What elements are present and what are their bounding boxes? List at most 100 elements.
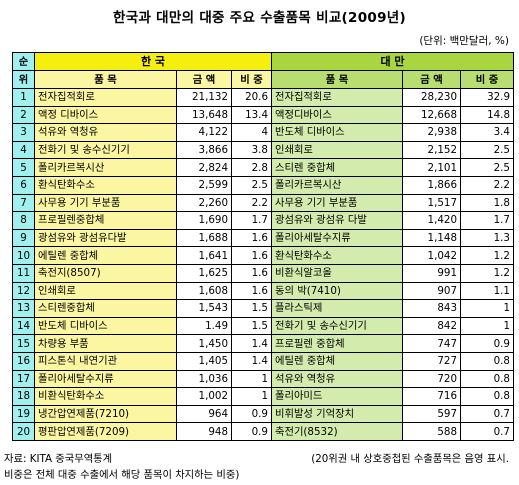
table-row: 12 인쇄회로 1,608 1.6 동의 박(7410) 907 1.1 <box>12 281 514 301</box>
tw-amount-header: 금 액 <box>402 70 461 89</box>
kr-share-cell: 1 <box>231 387 272 406</box>
tw-share-cell: 2.5 <box>460 158 514 177</box>
table-row: 9 광섬유와 광섬유다발 1,688 1.6 폴리아세탈수지류 1,148 1.3 <box>12 228 514 248</box>
kr-share-cell: 2.2 <box>231 193 272 213</box>
table-row: 11 축전지(8507) 1,625 1.6 비환식알코올 991 1.2 <box>12 263 514 283</box>
tw-item-cell: 스티렌 중합체 <box>271 158 403 177</box>
kr-amount-cell: 3,866 <box>176 140 232 160</box>
page-title: 한국과 대만의 대중 주요 수출품목 비교(2009년) <box>113 10 406 26</box>
tw-amount-cell: 12,668 <box>402 105 461 125</box>
tw-share-cell: 1.3 <box>460 228 514 248</box>
rank-cell: 13 <box>12 299 35 318</box>
kr-share-cell: 0.9 <box>231 422 272 441</box>
tw-amount-cell: 1,517 <box>402 193 461 213</box>
tw-amount-cell: 720 <box>402 369 461 389</box>
tw-item-cell: 폴리아세탈수지류 <box>271 228 403 248</box>
kr-item-cell: 냉간압연제품(7210) <box>34 404 177 424</box>
kr-item-cell: 광섬유와 광섬유다발 <box>34 228 177 248</box>
kr-share-cell: 1.5 <box>231 299 272 318</box>
kr-amount-cell: 1.49 <box>176 316 232 336</box>
tw-share-cell: 1.2 <box>460 246 514 265</box>
kr-amount-cell: 1,036 <box>176 369 232 389</box>
rank-cell: 6 <box>12 175 35 195</box>
tw-amount-cell: 1,866 <box>402 175 461 195</box>
tw-amount-cell: 2,938 <box>402 123 461 142</box>
tw-item-cell: 플라스틱제 <box>271 299 403 318</box>
kr-share-cell: 1 <box>231 369 272 389</box>
kr-share-cell: 1.6 <box>231 263 272 283</box>
tw-item-cell: 반도체 디바이스 <box>271 123 403 142</box>
kr-share-cell: 1.6 <box>231 281 272 301</box>
tw-amount-cell: 2,152 <box>402 140 461 160</box>
kr-share-cell: 20.6 <box>231 88 272 107</box>
tw-amount-cell: 28,230 <box>402 88 461 107</box>
kr-amount-cell: 1,688 <box>176 228 232 248</box>
rank-cell: 7 <box>12 193 35 213</box>
tw-share-cell: 1 <box>460 316 514 336</box>
table-row: 18 비환식탄화수소 1,002 1 폴리아미드 716 0.8 <box>12 387 514 406</box>
tw-share-cell: 0.7 <box>460 404 514 424</box>
shading-note: (20위권 내 상호중첩된 수출품목은 음영 표시. <box>311 453 509 465</box>
tw-share-cell: 32.9 <box>460 88 514 107</box>
share-definition-note: 비중은 전체 대중 수출에서 해당 품목이 차지하는 비중) <box>4 469 240 481</box>
tw-item-cell: 축전기(8532) <box>271 422 403 441</box>
kr-share-cell: 1.6 <box>231 246 272 265</box>
kr-item-cell: 피스톤식 내연기관 <box>34 351 177 371</box>
tw-share-cell: 0.8 <box>460 351 514 371</box>
tw-share-cell: 1.7 <box>460 211 514 230</box>
tw-share-header: 비 중 <box>460 70 514 89</box>
kr-share-cell: 4 <box>231 123 272 142</box>
kr-item-cell: 평판압연제품(7209) <box>34 422 177 441</box>
tw-item-cell: 환식탄화수소 <box>271 246 403 265</box>
kr-item-cell: 석유와 역청유 <box>34 123 177 142</box>
rank-cell: 4 <box>12 140 35 160</box>
tw-item-cell: 전자집적회로 <box>271 88 403 107</box>
taiwan-header: 대 만 <box>271 52 514 71</box>
kr-item-cell: 스티렌중합체 <box>34 299 177 318</box>
unit-label: (단위: 백만달러, %) <box>419 35 509 47</box>
kr-amount-cell: 2,599 <box>176 175 232 195</box>
tw-item-cell: 프로필렌 중합체 <box>271 334 403 353</box>
table-row: 7 사무용 기기 부분품 2,260 2.2 사무용 기기 부분품 1,517 1.8 <box>12 193 514 213</box>
kr-item-cell: 차량용 부품 <box>34 334 177 353</box>
tw-share-cell: 1.8 <box>460 193 514 213</box>
tw-share-cell: 1 <box>460 299 514 318</box>
rank-cell: 3 <box>12 123 35 142</box>
table-row: 20 평판압연제품(7209) 948 0.9 축전기(8532) 588 0.7 <box>12 422 514 441</box>
kr-share-cell: 1.7 <box>231 211 272 230</box>
tw-amount-cell: 907 <box>402 281 461 301</box>
rank-cell: 20 <box>12 422 35 441</box>
tw-item-header: 품 목 <box>271 70 403 89</box>
tw-amount-cell: 1,148 <box>402 228 461 248</box>
kr-amount-cell: 1,543 <box>176 299 232 318</box>
tw-item-cell: 사무용 기기 부분품 <box>271 193 403 213</box>
tw-amount-cell: 843 <box>402 299 461 318</box>
kr-share-cell: 1.5 <box>231 316 272 336</box>
kr-amount-cell: 1,641 <box>176 246 232 265</box>
kr-amount-header: 금 액 <box>176 70 232 89</box>
tw-amount-cell: 991 <box>402 263 461 283</box>
rank-cell: 19 <box>12 404 35 424</box>
kr-item-cell: 에틸렌 중합체 <box>34 246 177 265</box>
kr-share-cell: 2.8 <box>231 158 272 177</box>
tw-share-cell: 1.1 <box>460 281 514 301</box>
table-row: 19 냉간압연제품(7210) 964 0.9 비휘발성 기억장치 597 0.7 <box>12 404 514 424</box>
header-row-columns: 위 품 목 금 액 비 중 품 목 금 액 비 중 <box>12 70 514 89</box>
kr-item-cell: 폴리아세탈수지류 <box>34 369 177 389</box>
kr-item-header: 품 목 <box>34 70 177 89</box>
tw-amount-cell: 1,420 <box>402 211 461 230</box>
rank-cell: 17 <box>12 369 35 389</box>
header-row-country: 순 한 국 대 만 <box>12 52 514 71</box>
tw-item-cell: 비환식알코올 <box>271 263 403 283</box>
kr-amount-cell: 1,690 <box>176 211 232 230</box>
kr-item-cell: 전화기 및 송수신기기 <box>34 140 177 160</box>
kr-amount-cell: 1,608 <box>176 281 232 301</box>
tw-share-cell: 14.8 <box>460 105 514 125</box>
tw-amount-cell: 588 <box>402 422 461 441</box>
kr-amount-cell: 1,625 <box>176 263 232 283</box>
rank-cell: 18 <box>12 387 35 406</box>
table-row: 17 폴리아세탈수지류 1,036 1 석유와 역청유 720 0.8 <box>12 369 514 389</box>
tw-amount-cell: 1,042 <box>402 246 461 265</box>
table-row: 16 피스톤식 내연기관 1,405 1.4 에틸렌 중합체 727 0.8 <box>12 351 514 371</box>
tw-item-cell: 액정디바이스 <box>271 105 403 125</box>
